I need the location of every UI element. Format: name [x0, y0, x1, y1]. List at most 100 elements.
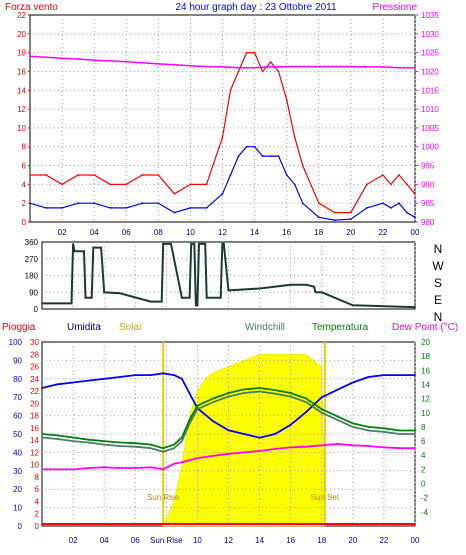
- x-tick-label: 14: [250, 228, 259, 237]
- gust-point: [109, 183, 112, 186]
- windchill-point: [118, 445, 121, 447]
- temperature-panel-series: [41, 372, 416, 525]
- pioggia-tick-label: 20: [30, 399, 39, 408]
- temperatura-point: [305, 397, 308, 400]
- pioggia-tick-label: 22: [30, 387, 39, 396]
- pressure-point: [77, 58, 79, 60]
- umidita-axis-ticks: 0 10 20 30 40 50 60 70 80 90 100: [9, 338, 23, 531]
- umidita-point: [72, 381, 74, 384]
- umidita-point: [305, 411, 308, 413]
- direction-axis-ticks: 0 90 180 270 360: [25, 238, 39, 314]
- pressure-tick-label: 990: [421, 180, 435, 189]
- wind-point: [245, 145, 248, 148]
- pressure-tick-label: 1010: [421, 105, 439, 114]
- umidita-tick-label: 10: [13, 504, 22, 513]
- x-tick-label: 06: [122, 228, 131, 237]
- legend-solar: Solar: [119, 322, 143, 333]
- windchill-point: [351, 426, 354, 428]
- gust-point: [293, 136, 296, 139]
- pressure-point: [45, 56, 47, 59]
- direction-point: [198, 243, 200, 245]
- direction-point: [103, 291, 106, 294]
- gust-point: [245, 51, 248, 54]
- gust-point: [229, 89, 232, 92]
- direction-point: [100, 246, 102, 249]
- wind-tick-label: 16: [17, 67, 26, 76]
- temperatura-point: [173, 443, 176, 446]
- wind-point: [93, 202, 96, 205]
- gust-point: [285, 98, 288, 101]
- direction-point: [204, 243, 207, 245]
- windchill-point: [274, 392, 276, 395]
- pressure-point: [125, 60, 128, 63]
- pressure-point: [157, 63, 160, 65]
- wind-tick-label: 20: [17, 30, 26, 39]
- pressure-point: [317, 65, 320, 68]
- wind-point: [229, 174, 232, 176]
- direction-point: [160, 300, 163, 303]
- pressure-point: [229, 66, 232, 69]
- umidita-point: [258, 436, 261, 439]
- umidita-tick-label: 30: [13, 467, 22, 476]
- wind-point: [157, 202, 160, 205]
- wind-point: [333, 219, 336, 222]
- pressure-point: [382, 66, 384, 68]
- umidita-point: [383, 374, 385, 376]
- x-tick-label: 18: [317, 536, 326, 545]
- series-pressure: [29, 55, 415, 69]
- compass-label: N: [434, 310, 443, 324]
- legend-windchill: Windchill: [245, 322, 285, 333]
- pressure-tick-label: 1015: [421, 86, 439, 95]
- wind-point: [293, 183, 296, 186]
- pressure-point: [141, 61, 144, 64]
- umidita-point: [274, 433, 276, 435]
- pressure-tick-label: 1005: [421, 124, 439, 133]
- dewpoint-point: [212, 455, 214, 457]
- pressure-point: [109, 60, 112, 62]
- gust-point: [141, 174, 144, 176]
- windchill-point: [258, 390, 261, 393]
- gust-point: [125, 183, 128, 186]
- umidita-point: [320, 396, 323, 399]
- pioggia-tick-label: 2: [35, 510, 40, 519]
- gust-point: [269, 61, 272, 63]
- wind-point: [173, 211, 176, 214]
- umidita-point: [188, 392, 191, 395]
- pioggia-tick-label: 16: [30, 424, 39, 433]
- direction-point: [219, 296, 222, 299]
- windchill-point: [72, 440, 74, 442]
- wind-tick-label: 12: [17, 105, 26, 114]
- pressure-point: [173, 63, 176, 66]
- wind-point: [398, 202, 400, 205]
- wind-point: [301, 202, 304, 205]
- x-tick-label: 10: [186, 228, 195, 237]
- wind-panel-frame: [29, 14, 416, 223]
- windchill-point: [56, 438, 59, 440]
- x-tick-label: 20: [348, 536, 357, 545]
- dewpoint-point: [196, 457, 199, 459]
- direction-point: [188, 296, 191, 299]
- umidita-tick-label: 90: [13, 356, 22, 365]
- wind-point: [189, 207, 192, 209]
- windchill-point: [289, 395, 292, 398]
- umidita-point: [181, 377, 183, 380]
- wind-panel-x-ticks: 02 04 06 08 10 12 14 16 18 20 22 00: [58, 228, 420, 237]
- x-tick-label: 10: [193, 536, 202, 545]
- direction-tick-label: 360: [25, 238, 39, 247]
- x-tick-label: 18: [314, 228, 323, 237]
- pressure-point: [253, 66, 256, 69]
- windchill-point: [103, 443, 106, 446]
- wind-point: [317, 216, 320, 219]
- gust-point: [205, 183, 208, 186]
- direction-point: [149, 300, 152, 303]
- windchill-point: [41, 436, 43, 439]
- pioggia-tick-label: 26: [30, 363, 39, 372]
- temperature-tick-label: 2: [421, 465, 426, 474]
- dewpoint-point: [383, 446, 385, 449]
- pressure-point: [269, 66, 272, 68]
- wind-tick-label: 4: [22, 180, 27, 189]
- temperatura-point: [118, 441, 121, 444]
- umidita-point: [289, 423, 292, 426]
- temperatura-point: [196, 404, 199, 407]
- pressure-point: [237, 66, 240, 69]
